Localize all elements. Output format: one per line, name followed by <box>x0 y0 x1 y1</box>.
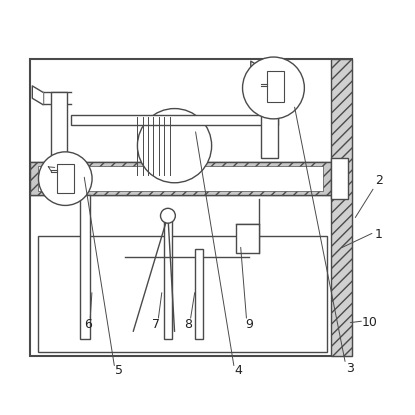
Polygon shape <box>32 86 43 105</box>
Bar <box>237 224 259 253</box>
Polygon shape <box>251 61 261 73</box>
Text: 2: 2 <box>375 174 383 187</box>
Circle shape <box>137 109 212 183</box>
Text: 5: 5 <box>115 364 123 377</box>
Text: 7: 7 <box>152 318 160 332</box>
Bar <box>164 216 172 339</box>
Bar <box>30 59 352 356</box>
Circle shape <box>161 208 176 223</box>
Bar <box>51 92 67 158</box>
Text: 9: 9 <box>245 318 253 332</box>
Bar <box>30 162 331 195</box>
Text: 3: 3 <box>346 362 354 375</box>
Bar <box>267 71 284 103</box>
Text: 8: 8 <box>184 318 192 332</box>
Bar <box>261 76 278 158</box>
Circle shape <box>242 57 304 119</box>
Bar <box>331 59 352 356</box>
Bar <box>195 249 203 339</box>
Bar <box>331 158 348 199</box>
Bar <box>39 237 327 352</box>
Bar <box>39 166 323 191</box>
Text: 6: 6 <box>84 318 92 332</box>
Text: 1: 1 <box>375 228 383 241</box>
Text: 4: 4 <box>234 364 242 377</box>
Text: 10: 10 <box>361 315 377 329</box>
Bar <box>71 115 278 125</box>
Bar <box>57 164 73 193</box>
Circle shape <box>39 152 92 205</box>
Bar <box>80 195 90 339</box>
